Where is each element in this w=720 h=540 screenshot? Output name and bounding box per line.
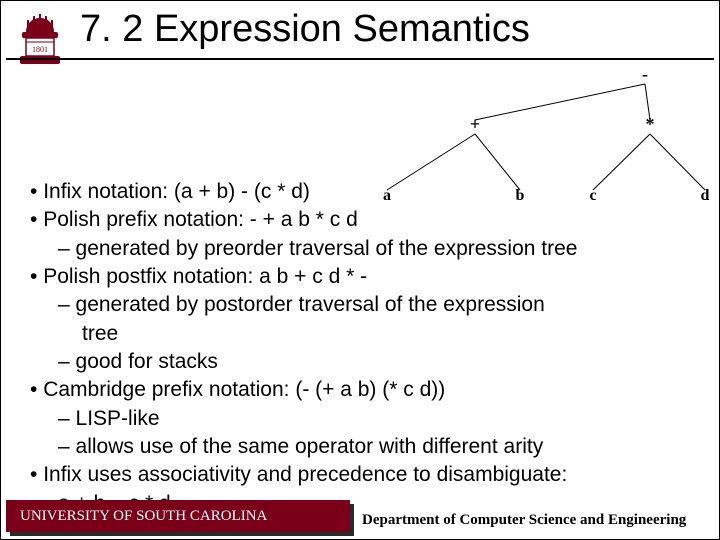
footer-left-text: UNIVERSITY OF SOUTH CAROLINA <box>20 508 267 525</box>
tree-node-label: * <box>646 114 655 134</box>
list-item: generated by preorder traversal of the e… <box>58 235 710 263</box>
list-item-text: Infix notation: (a + b) - (c * d) <box>43 180 310 203</box>
footer: UNIVERSITY OF SOUTH CAROLINA Department … <box>6 500 714 536</box>
list-item: Infix notation: (a + b) - (c * d) <box>30 178 710 206</box>
tree-node-label: + <box>470 114 480 134</box>
list-item-text: tree <box>82 322 118 345</box>
bullet-list: Infix notation: (a + b) - (c * d) Polish … <box>30 178 710 518</box>
list-item: tree <box>82 320 710 348</box>
list-item: LISP-like <box>58 405 710 433</box>
svg-text:1801: 1801 <box>32 45 48 54</box>
tree-edge <box>475 84 645 120</box>
list-item: good for stacks <box>58 348 710 376</box>
list-item: generated by postorder traversal of the … <box>58 291 710 319</box>
list-item-text: Cambridge prefix notation: (- (+ a b) (*… <box>43 378 445 401</box>
footer-right: Department of Computer Science and Engin… <box>362 504 714 536</box>
list-item-text: Polish prefix notation: - + a b * c d <box>43 208 358 231</box>
list-item: Infix uses associativity and precedence … <box>30 461 710 489</box>
list-item-text: allows use of the same operator with dif… <box>76 435 544 458</box>
list-item-text: good for stacks <box>76 350 218 373</box>
footer-right-text: Department of Computer Science and Engin… <box>362 512 686 529</box>
list-item: Cambridge prefix notation: (- (+ a b) (*… <box>30 376 710 404</box>
list-item: Polish prefix notation: - + a b * c d <box>30 206 710 234</box>
list-item: Polish postfix notation: a b + c d * - <box>30 263 710 291</box>
list-item-text: generated by preorder traversal of the e… <box>76 237 578 260</box>
list-item-text: LISP-like <box>76 407 160 430</box>
list-item: allows use of the same operator with dif… <box>58 433 710 461</box>
logo-icon: 1801 <box>20 14 60 64</box>
tree-node-label: - <box>642 64 648 84</box>
list-item-text: Polish postfix notation: a b + c d * - <box>43 265 367 288</box>
list-item-text: Infix uses associativity and precedence … <box>43 463 567 486</box>
slide-title: 7. 2 Expression Semantics <box>80 8 530 51</box>
footer-left: UNIVERSITY OF SOUTH CAROLINA <box>6 500 350 532</box>
content-area: Infix notation: (a + b) - (c * d) Polish … <box>30 178 710 518</box>
list-item-text: generated by postorder traversal of the … <box>76 293 545 316</box>
